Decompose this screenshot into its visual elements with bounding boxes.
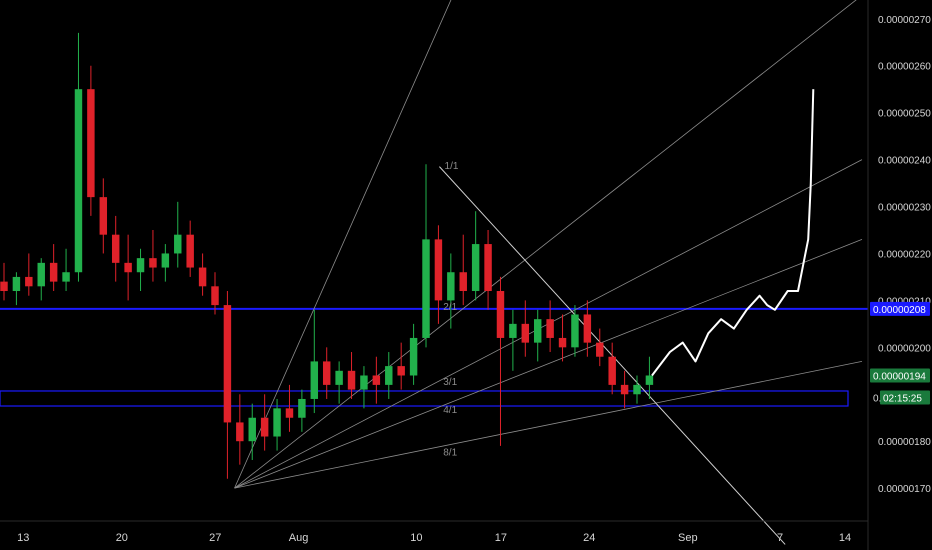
candle-body <box>223 305 232 423</box>
time-tick-label: 27 <box>209 532 221 544</box>
candle-body <box>434 239 443 301</box>
plot-area[interactable]: 1/1 2/1 3/1 4/1 8/1 <box>0 0 868 545</box>
time-tick-label: 20 <box>116 532 128 544</box>
price-tick-label: 0.00000200 <box>878 343 931 354</box>
candle-body <box>633 384 641 395</box>
fan-line <box>234 361 863 489</box>
time-tick-label: 14 <box>839 532 851 544</box>
time-tick-label: Aug <box>289 532 309 544</box>
price-badge-label: 0.00000194 <box>873 371 926 382</box>
price-tick-label: 0.00000250 <box>878 109 931 120</box>
candle-body <box>360 375 368 390</box>
price-tick-label: 0.00000230 <box>878 203 931 214</box>
candle-body <box>385 366 393 385</box>
price-tick-label: 0.00000170 <box>878 484 931 495</box>
candle-body <box>25 276 33 287</box>
candle-body <box>608 356 616 385</box>
price-tick-label: 0.00000270 <box>878 15 931 26</box>
candle-body <box>12 276 21 292</box>
fan-line <box>234 0 857 489</box>
candle-body <box>322 361 331 385</box>
price-badge-bg <box>870 368 930 383</box>
candle-body <box>87 89 95 198</box>
candle-body <box>236 422 244 442</box>
candle-body <box>124 262 132 273</box>
candle-body <box>471 244 480 292</box>
candle-body <box>273 408 281 437</box>
fan-ratio-label: 8/1 <box>443 447 457 458</box>
time-tick-label: 17 <box>495 532 507 544</box>
price-tick-label: 0.00000260 <box>878 62 931 73</box>
candle-body <box>335 370 343 385</box>
time-tick-label: 24 <box>583 532 595 544</box>
candle-body <box>596 342 604 357</box>
candle-body <box>285 408 294 418</box>
fan-ratio-label: 3/1 <box>443 377 457 388</box>
time-tick-label: 10 <box>410 532 422 544</box>
fan-ratio-label: 2/1 <box>443 302 457 313</box>
candle-body <box>645 375 654 385</box>
candle-body <box>533 319 542 343</box>
candle-body <box>49 262 58 282</box>
price-tick-label: 0.00000240 <box>878 156 931 167</box>
candle-body <box>521 323 530 343</box>
candle-body <box>546 319 554 338</box>
candle-body <box>99 197 108 235</box>
candle-body <box>620 384 629 395</box>
candle-body <box>248 417 256 442</box>
price-badge-bg <box>880 390 930 405</box>
time-tick-label: 13 <box>17 532 29 544</box>
candle-body <box>459 272 467 292</box>
support-zone <box>0 390 849 407</box>
price-badge-label: 02:15:25 <box>883 393 922 404</box>
fan-line <box>234 239 863 489</box>
candle-body <box>571 314 579 348</box>
candle-body <box>558 337 567 348</box>
candle-body <box>161 253 170 268</box>
candle-body <box>583 314 592 343</box>
candle-body <box>198 267 207 287</box>
candle-body <box>74 89 83 273</box>
candle-body <box>62 272 70 282</box>
candle-body <box>347 370 356 390</box>
candle-body <box>260 417 269 437</box>
candle-body <box>496 291 505 338</box>
candle-body <box>409 337 418 376</box>
candle-body <box>136 258 145 273</box>
candle-body <box>447 272 455 301</box>
price-badge-bg <box>870 390 880 405</box>
fan-ratio-label: 4/1 <box>443 405 457 416</box>
candle-body <box>37 262 45 287</box>
candle-body <box>186 234 194 268</box>
candle-body <box>111 234 120 263</box>
time-tick-label: 7 <box>777 532 783 544</box>
candle-body <box>509 323 517 338</box>
candle-body <box>422 239 430 338</box>
candle-body <box>372 375 381 385</box>
fan-ratio-label: 1/1 <box>445 161 459 172</box>
candle-body <box>211 286 219 306</box>
candle-body <box>174 234 182 254</box>
candle-body <box>310 361 319 399</box>
price-badge-label: 0.00000208 <box>873 305 926 316</box>
candle-body <box>0 281 8 292</box>
candle-body <box>298 398 306 418</box>
fan-line <box>234 0 452 489</box>
time-axis[interactable]: 13 20 27 Aug 10 17 24 Sep 7 14 <box>17 532 851 544</box>
candle-body <box>484 244 492 292</box>
price-tick-label: 0.00000180 <box>878 437 931 448</box>
price-tick-label: 0.00000220 <box>878 249 931 260</box>
time-tick-label: Sep <box>678 532 698 544</box>
price-badge-bg <box>870 301 930 316</box>
projection-path <box>651 89 815 377</box>
price-badge-label: 0. <box>873 393 881 404</box>
price-badges: 0.00000208 0.00000194 02:15:250. <box>870 301 930 405</box>
candle-body <box>397 366 405 376</box>
candle-body <box>149 258 157 268</box>
